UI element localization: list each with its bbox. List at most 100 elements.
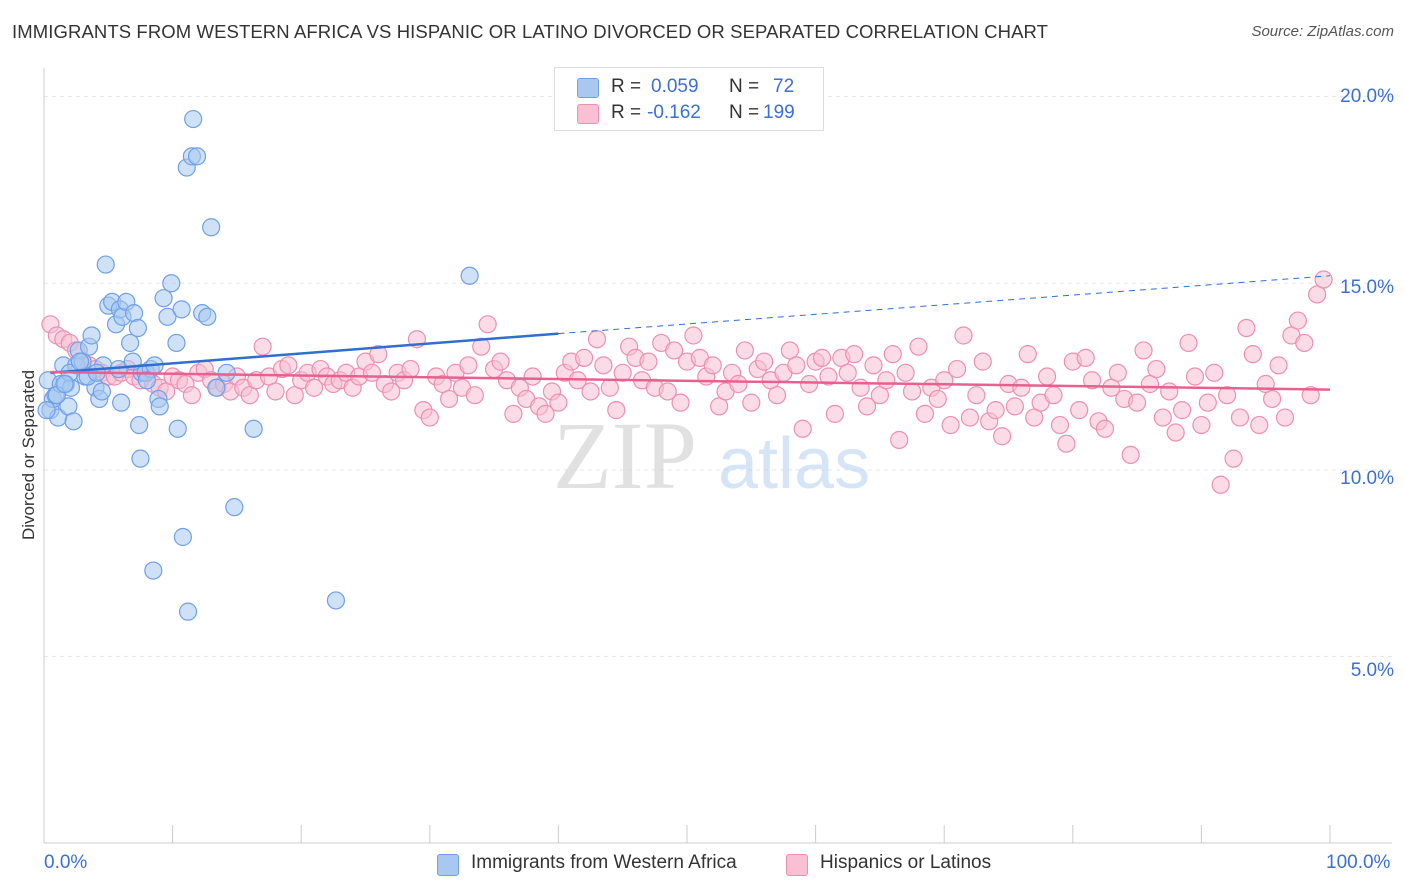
western-africa-point	[158, 307, 177, 326]
hispanics-point	[587, 330, 607, 349]
bottom-legend-label: Immigrants from Western Africa	[471, 852, 737, 873]
western-africa-point	[162, 274, 181, 293]
western-africa-point	[173, 527, 192, 547]
western-africa-point	[244, 419, 263, 438]
bottom-legend-swatch-pink	[786, 854, 808, 876]
hispanics-point	[864, 356, 883, 375]
legend-r-value: 0.059	[651, 76, 699, 97]
legend-r-label: R =	[611, 76, 642, 97]
western-africa-point	[150, 397, 169, 416]
watermark-zip: ZIP	[553, 402, 697, 509]
hispanics-point	[369, 345, 388, 364]
bottom-legend-label: Hispanics or Latinos	[820, 852, 992, 873]
correlation-legend: R = 0.059 N = 72 R = -0.162 N = 199	[554, 67, 824, 131]
legend-n-label: N =	[729, 102, 760, 123]
legend-swatch-blue	[577, 78, 599, 98]
hispanics-point	[819, 367, 838, 386]
chart-title: IMMIGRANTS FROM WESTERN AFRICA VS HISPAN…	[12, 21, 1049, 42]
hispanics-point	[1198, 393, 1217, 412]
western-africa-point	[178, 602, 198, 621]
hispanics-point	[800, 374, 819, 394]
y-tick-20: 20.0%	[1340, 86, 1394, 107]
hispanics-point	[1147, 359, 1166, 379]
hispanics-point	[1205, 363, 1224, 382]
hispanics-point	[1082, 371, 1102, 390]
hispanics-trendline	[50, 370, 1331, 391]
hispanics-point	[1192, 415, 1211, 435]
western-africa-point	[167, 333, 186, 353]
hispanics-point	[767, 386, 787, 405]
hispanics-point	[1018, 345, 1037, 364]
y-axis-label: Divorced or Separated	[19, 369, 38, 541]
western-africa-point	[172, 300, 191, 319]
y-tick-15: 15.0%	[1340, 277, 1394, 298]
hispanics-point	[941, 415, 960, 435]
hispanics-point	[266, 382, 285, 401]
legend-r-value: -0.162	[647, 102, 701, 123]
hispanics-point	[1160, 382, 1179, 401]
hispanics-point	[523, 367, 542, 386]
hispanics-point	[1250, 415, 1269, 435]
hispanics-point	[857, 397, 877, 416]
hispanics-point	[986, 401, 1005, 420]
hispanics-point	[639, 352, 658, 371]
hispanics-point	[960, 408, 980, 427]
western-africa-point	[225, 498, 244, 517]
hispanics-point	[382, 382, 401, 401]
western-africa-point	[112, 393, 131, 412]
hispanics-point	[793, 419, 812, 438]
hispanics-point	[575, 348, 594, 367]
hispanics-point	[1275, 408, 1295, 427]
western-africa-trendline-extension	[558, 275, 1331, 335]
hispanics-point	[472, 337, 491, 356]
western-africa-point	[198, 307, 217, 326]
hispanics-point	[607, 401, 626, 420]
western-africa-point	[124, 303, 144, 323]
legend-n-value: 199	[763, 102, 795, 123]
hispanics-point	[954, 326, 973, 345]
watermark-atlas: atlas	[718, 424, 870, 504]
hispanics-point	[465, 386, 484, 405]
hispanics-point	[1237, 318, 1256, 338]
hispanics-point	[658, 382, 677, 401]
western-africa-point	[144, 561, 163, 580]
hispanics-point	[973, 352, 992, 371]
western-africa-point	[70, 352, 90, 371]
hispanics-point	[549, 393, 568, 412]
hispanics-point	[1288, 311, 1307, 330]
hispanics-point	[883, 345, 902, 364]
hispanics-point	[1295, 333, 1314, 353]
hispanics-point	[1218, 386, 1237, 405]
x-tick-max: 100.0%	[1326, 852, 1391, 873]
hispanics-point	[812, 348, 832, 367]
hispanics-point	[1005, 397, 1025, 416]
hispanics-point	[600, 378, 619, 397]
hispanics-point	[742, 393, 761, 412]
hispanics-point	[613, 363, 632, 382]
western-africa-point	[460, 266, 479, 285]
hispanics-point	[1153, 408, 1172, 427]
hispanics-point	[947, 359, 967, 379]
western-africa-point	[137, 371, 156, 390]
hispanics-point	[877, 371, 896, 390]
hispanics-point	[915, 404, 935, 423]
hispanics-point	[1134, 341, 1153, 360]
western-africa-point	[128, 318, 147, 338]
hispanics-point	[729, 374, 748, 394]
hispanics-point	[1057, 434, 1076, 453]
hispanics-point	[504, 404, 523, 423]
western-africa-point	[64, 412, 83, 431]
hispanics-point	[1012, 378, 1031, 397]
hispanics-point	[304, 378, 324, 397]
hispanics-point	[459, 356, 478, 375]
western-africa-point	[168, 419, 187, 438]
hispanics-point	[909, 337, 928, 356]
hispanics-point	[536, 404, 555, 423]
legend-swatch-pink	[577, 104, 599, 124]
legend-n-label: N =	[729, 76, 760, 97]
hispanics-point	[1108, 363, 1127, 382]
hispanics-point	[581, 382, 600, 401]
western-africa-point	[326, 591, 346, 610]
hispanics-point	[735, 341, 754, 360]
bottom-legend-swatch-blue	[437, 854, 459, 876]
